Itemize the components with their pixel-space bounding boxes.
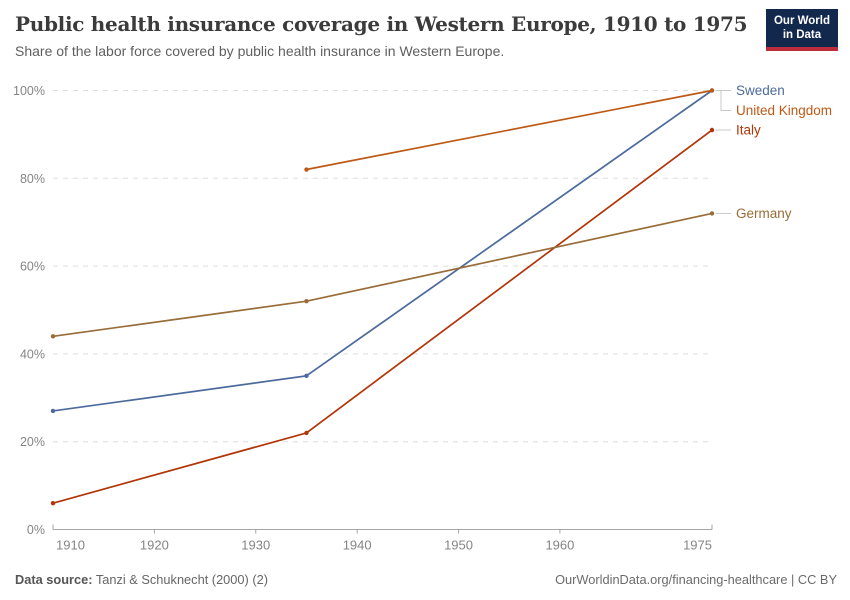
point-italy-1975[interactable]: [709, 127, 715, 133]
point-sweden-1935[interactable]: [304, 373, 309, 379]
point-germany-1975[interactable]: [709, 211, 715, 216]
series-label-sweden[interactable]: Sweden: [736, 83, 785, 98]
y-tick-label-0: 0%: [27, 523, 45, 537]
y-tick-label-20: 20%: [20, 435, 45, 449]
series-label-united-kingdom[interactable]: United Kingdom: [736, 103, 832, 118]
line-sweden[interactable]: [52, 89, 713, 412]
chart-footer: Data source: Tanzi & Schuknecht (2000) (…: [15, 572, 837, 587]
y-tick-label-100: 100%: [13, 84, 45, 98]
point-sweden-1910[interactable]: [50, 408, 56, 414]
x-tick-label-1950: 1950: [444, 538, 473, 553]
x-tick-label-1940: 1940: [343, 538, 372, 553]
point-united-kingdom-1935[interactable]: [304, 167, 309, 172]
x-tick-label-1960: 1960: [545, 538, 574, 553]
footer-link[interactable]: OurWorldinData.org/financing-healthcare …: [555, 572, 837, 587]
series-label-germany[interactable]: Germany: [736, 206, 792, 221]
chart-title: Public health insurance coverage in West…: [15, 12, 748, 36]
data-source-value: Tanzi & Schuknecht (2000) (2): [92, 572, 268, 587]
owid-logo-line1: Our World: [773, 15, 830, 27]
chart-subtitle: Share of the labor force covered by publ…: [15, 43, 505, 59]
point-germany-1935[interactable]: [304, 299, 309, 304]
point-united-kingdom-1975[interactable]: [709, 88, 715, 93]
data-source-label: Data source:: [15, 572, 93, 587]
point-italy-1935[interactable]: [304, 430, 309, 436]
x-tick-label-1975: 1975: [683, 538, 712, 553]
line-germany[interactable]: [52, 212, 713, 338]
y-tick-label-60: 60%: [20, 260, 45, 274]
chart-header: Public health insurance coverage in West…: [15, 12, 760, 59]
label-connector-united-kingdom: [715, 90, 731, 111]
x-tick-label-1910: 1910: [56, 538, 85, 553]
data-source: Data source: Tanzi & Schuknecht (2000) (…: [15, 572, 268, 587]
point-italy-1910[interactable]: [50, 500, 56, 506]
y-tick-label-80: 80%: [20, 172, 45, 186]
owid-logo-line2: in Data: [782, 29, 822, 42]
y-tick-label-40: 40%: [20, 347, 45, 361]
line-italy[interactable]: [52, 129, 713, 504]
series-label-italy[interactable]: Italy: [736, 123, 761, 138]
owid-logo[interactable]: Our World in Data: [765, 9, 838, 51]
x-tick-label-1920: 1920: [140, 538, 169, 553]
line-united-kingdom[interactable]: [306, 89, 713, 171]
x-tick-label-1930: 1930: [241, 538, 270, 553]
point-germany-1910[interactable]: [50, 334, 56, 339]
